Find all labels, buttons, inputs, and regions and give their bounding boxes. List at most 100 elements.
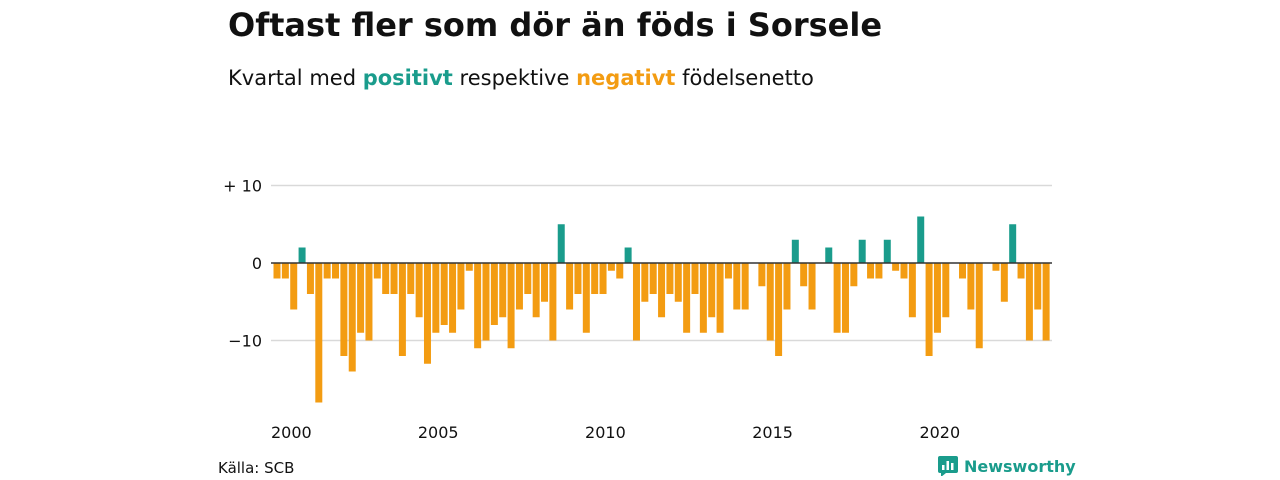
x-tick-label: 2020 [919, 423, 960, 442]
chart-subtitle: Kvartal med positivt respektive negativt… [228, 66, 814, 90]
bar-negative [499, 263, 507, 318]
bar-negative [281, 263, 289, 279]
bar-negative [808, 263, 816, 310]
bar-positive [624, 247, 632, 263]
bar-negative [532, 263, 540, 318]
bar-negative [800, 263, 808, 287]
bar-negative [641, 263, 649, 302]
bar-negative [449, 263, 457, 333]
bar-negative [357, 263, 365, 333]
bar-negative [841, 263, 849, 333]
bar-negative [683, 263, 691, 333]
y-axis-labels: + 10 0 −10 [223, 177, 262, 351]
bar-negative [591, 263, 599, 294]
subtitle-negative-label: negativt [576, 66, 676, 90]
bar-negative [1017, 263, 1025, 279]
bar-negative [833, 263, 841, 333]
bar-negative [515, 263, 523, 310]
chart-title: Oftast fler som dör än föds i Sorsele [228, 6, 883, 44]
bar-negative [758, 263, 766, 287]
bar-negative [607, 263, 615, 271]
bar-negative [942, 263, 950, 318]
bar-negative [398, 263, 406, 356]
bar-positive [917, 216, 925, 263]
bar-negative [850, 263, 858, 287]
source-note: Källa: SCB [218, 459, 295, 477]
bar-positive [1009, 224, 1017, 263]
bar-negative [1000, 263, 1008, 302]
brand-name: Newsworthy [964, 456, 1076, 476]
subtitle-middle: respektive [459, 66, 570, 90]
bar-negative [306, 263, 314, 294]
bar-negative [574, 263, 582, 294]
bar-negative [315, 263, 323, 403]
bar-negative [415, 263, 423, 318]
bar-negative [766, 263, 774, 341]
bar-negative [490, 263, 498, 325]
x-tick-label: 2005 [418, 423, 459, 442]
bar-negative [724, 263, 732, 279]
y-tick-label: 0 [252, 254, 262, 273]
x-tick-label: 2015 [752, 423, 793, 442]
bars [273, 216, 1050, 403]
bar-negative [616, 263, 624, 279]
bar-positive [557, 224, 565, 263]
bar-negative [733, 263, 741, 310]
bar-negative [390, 263, 398, 294]
bar-positive [298, 247, 306, 263]
bar-negative [332, 263, 340, 279]
bar-negative [599, 263, 607, 294]
bar-negative [925, 263, 933, 356]
y-tick-label: + 10 [223, 177, 262, 196]
bar-negative [783, 263, 791, 310]
bar-negative [649, 263, 657, 294]
bar-negative [708, 263, 716, 318]
bar-negative [666, 263, 674, 294]
subtitle-suffix: födelsenetto [682, 66, 814, 90]
bar-negative [875, 263, 883, 279]
bar-negative [1025, 263, 1033, 341]
bar-negative [674, 263, 682, 302]
bar-negative [582, 263, 590, 333]
y-tick-label: −10 [228, 332, 262, 351]
bar-negative [457, 263, 465, 310]
bar-negative [273, 263, 281, 279]
bar-negative [632, 263, 640, 341]
bar-negative [373, 263, 381, 279]
brand-logo: Newsworthy [938, 456, 1076, 476]
bar-negative [541, 263, 549, 302]
bar-negative [691, 263, 699, 294]
bar-negative [967, 263, 975, 310]
bar-negative [959, 263, 967, 279]
bar-negative [1042, 263, 1050, 341]
bar-negative [365, 263, 373, 341]
bar-positive [858, 239, 866, 263]
bar-negative [900, 263, 908, 279]
bar-negative [716, 263, 724, 333]
bar-positive [791, 239, 799, 263]
bar-negative [1034, 263, 1042, 310]
bar-negative [382, 263, 390, 294]
newsworthy-logo-icon [938, 456, 958, 476]
x-axis-labels: 2000 2005 2010 2015 2020 [271, 423, 960, 442]
subtitle-positive-label: positivt [362, 66, 453, 90]
bar-negative [775, 263, 783, 356]
bar-negative [507, 263, 515, 349]
bar-positive [825, 247, 833, 263]
bar-negative [432, 263, 440, 333]
bar-negative [658, 263, 666, 318]
bar-negative [892, 263, 900, 271]
bar-negative [323, 263, 331, 279]
bar-negative [741, 263, 749, 310]
bar-negative [407, 263, 415, 294]
bar-negative [465, 263, 473, 271]
bar-negative [482, 263, 490, 341]
bar-negative [549, 263, 557, 341]
bar-negative [992, 263, 1000, 271]
bar-negative [423, 263, 431, 364]
bar-negative [340, 263, 348, 356]
bar-negative [290, 263, 298, 310]
x-tick-label: 2010 [585, 423, 626, 442]
bar-negative [348, 263, 356, 372]
bar-negative [933, 263, 941, 333]
